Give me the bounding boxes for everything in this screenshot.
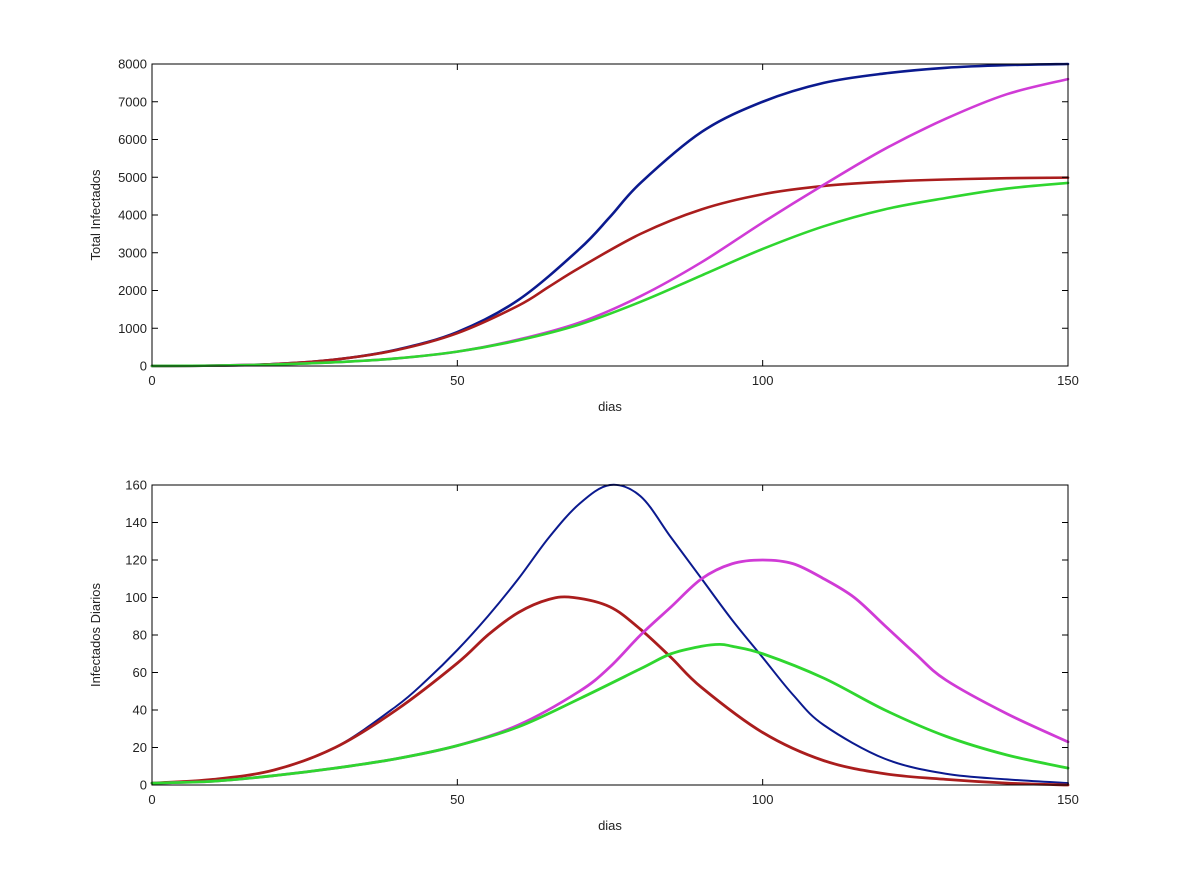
plot-area <box>152 485 1068 785</box>
x-tick-label: 50 <box>450 373 464 388</box>
y-tick-label: 0 <box>140 778 147 793</box>
y-tick-label: 120 <box>125 553 147 568</box>
y-tick-label: 1000 <box>118 321 147 336</box>
y-tick-label: 5000 <box>118 170 147 185</box>
y-tick-label: 2000 <box>118 283 147 298</box>
y-tick-label: 80 <box>133 628 147 643</box>
y-tick-label: 20 <box>133 740 147 755</box>
x-axis-label: dias <box>598 399 622 414</box>
x-tick-label: 100 <box>752 792 774 807</box>
x-tick-label: 150 <box>1057 373 1079 388</box>
x-axis-label: dias <box>598 818 622 833</box>
y-tick-label: 6000 <box>118 132 147 147</box>
y-tick-label: 40 <box>133 703 147 718</box>
y-tick-label: 60 <box>133 665 147 680</box>
y-tick-label: 0 <box>140 359 147 374</box>
y-tick-label: 100 <box>125 590 147 605</box>
y-axis-label: Total Infectados <box>88 169 103 261</box>
series-line-red <box>150 176 1070 368</box>
y-tick-label: 4000 <box>118 208 147 223</box>
x-tick-label: 0 <box>148 373 155 388</box>
x-tick-label: 100 <box>752 373 774 388</box>
series-line-red <box>150 595 1070 787</box>
series-line-green <box>150 642 1070 785</box>
y-axis-label: Infectados Diarios <box>88 582 103 687</box>
y-tick-label: 140 <box>125 515 147 530</box>
y-tick-label: 160 <box>125 478 147 493</box>
x-tick-label: 50 <box>450 792 464 807</box>
x-tick-label: 0 <box>148 792 155 807</box>
total-infected-chart: 0 50 100 150 0 1000 2000 3000 4000 5000 6000 7000 80… <box>88 57 1079 415</box>
series-line-green <box>150 181 1070 368</box>
y-tick-label: 3000 <box>118 245 147 260</box>
y-tick-label: 7000 <box>118 94 147 109</box>
daily-infected-chart: 0 50 100 150 0 20 40 60 80 100 120 140 160 dias Infect… <box>88 478 1079 834</box>
y-tick-label: 8000 <box>118 57 147 72</box>
x-tick-label: 150 <box>1057 792 1079 807</box>
